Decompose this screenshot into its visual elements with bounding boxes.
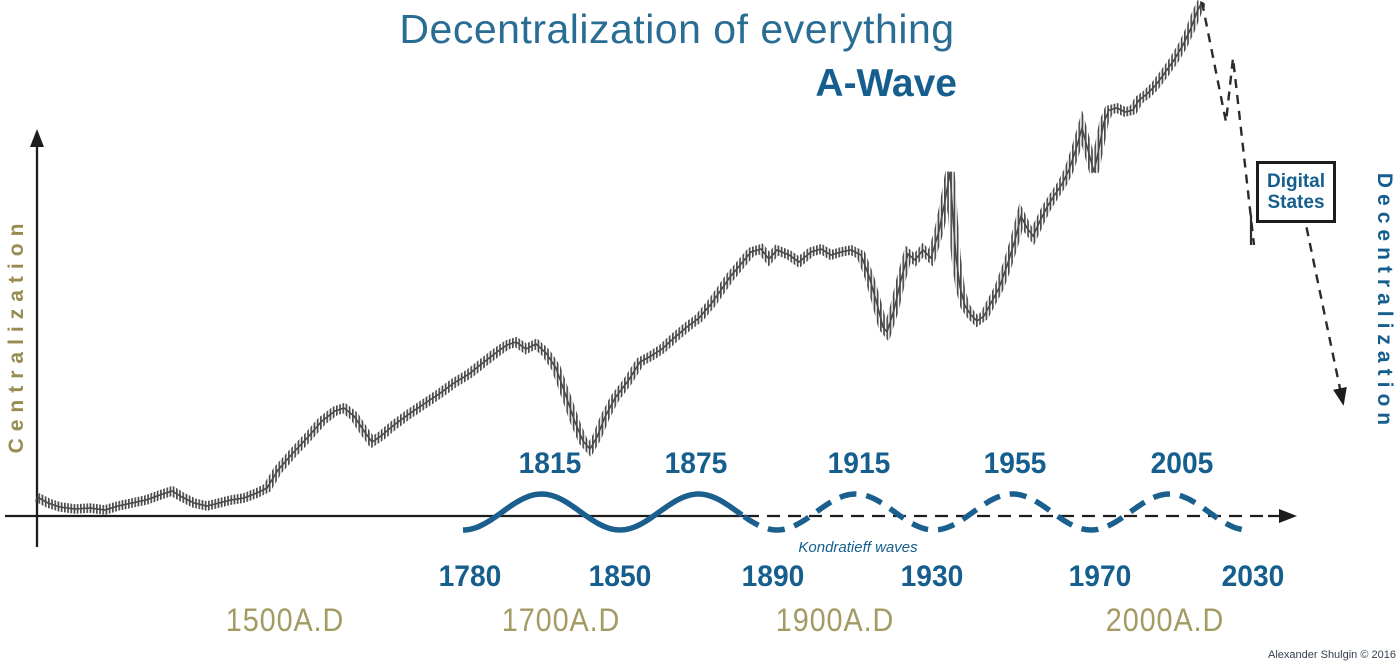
wave-peak-year-label: 2005 [1150,447,1214,480]
wave-peak-year-label: 1915 [827,447,891,480]
wave-trough-year-label: 2030 [1221,560,1285,593]
era-label: 1900A.D [775,602,895,638]
y-axis-label-centralization: Centralization [5,216,28,454]
digital-states-line2: States [1267,192,1325,213]
page-title: Decentralization of everything [399,6,955,52]
wave-peak-year-label: 1955 [983,447,1047,480]
wave-trough-year-label: 1890 [741,560,805,593]
era-label: 1500A.D [225,602,345,638]
wave-trough-year-label: 1930 [900,560,964,593]
wave-trough-year-label: 1970 [1068,560,1132,593]
subtitle-a-wave: A-Wave [815,62,957,105]
centralization-curve-hatch [34,0,1207,515]
era-label: 2000A.D [1105,602,1225,638]
decline-arrow [1298,195,1347,406]
era-label: 1700A.D [501,602,621,638]
y-axis-label-decentralization: Decentralization [1373,172,1396,432]
digital-states-line1: Digital [1266,170,1326,192]
dashed-decline-line [1200,1,1256,246]
wave-trough-year-label: 1850 [588,560,652,593]
wave-peak-year-label: 1815 [518,447,582,480]
digital-states-annotation: Digital States [1256,161,1336,223]
wave-peak-year-label: 1875 [664,447,728,480]
wave-trough-year-label: 1780 [438,560,502,593]
kondratieff-wave-solid [462,491,744,533]
credit-text: Alexander Shulgin © 2016 [1268,649,1396,661]
kondratieff-wave-dashed [742,491,1252,533]
kondratieff-waves-caption: Kondratieff waves [798,539,918,556]
centralization-curve [36,1,1203,511]
